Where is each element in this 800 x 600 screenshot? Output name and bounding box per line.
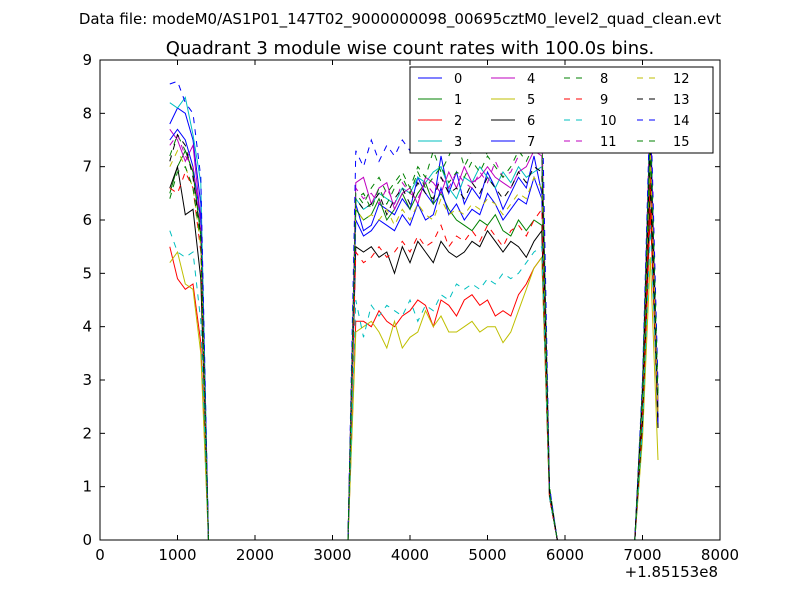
legend-label-13: 13 — [673, 93, 690, 108]
legend-label-12: 12 — [673, 72, 690, 87]
x-tick-label: 8000 — [701, 546, 739, 564]
series-line-2 — [169, 209, 659, 541]
x-tick-label: 5000 — [468, 546, 506, 564]
legend-label-7: 7 — [527, 135, 535, 150]
series-line-9 — [169, 170, 659, 541]
legend-label-0: 0 — [454, 72, 462, 87]
y-tick-label: 6 — [82, 211, 92, 229]
y-tick-label: 3 — [82, 371, 92, 389]
legend-label-10: 10 — [600, 114, 617, 129]
x-tick-label: 4000 — [391, 546, 429, 564]
legend-label-1: 1 — [454, 93, 462, 108]
y-tick-label: 8 — [82, 104, 92, 122]
x-tick-label: 7000 — [623, 546, 661, 564]
legend-label-2: 2 — [454, 114, 462, 129]
legend-label-3: 3 — [454, 135, 462, 150]
series-line-0 — [169, 107, 659, 541]
y-tick-label: 7 — [82, 158, 92, 176]
y-tick-label: 4 — [82, 318, 92, 336]
legend-label-15: 15 — [673, 135, 690, 150]
series-line-1 — [169, 149, 659, 541]
y-tick-label: 9 — [82, 51, 92, 69]
legend-label-5: 5 — [527, 93, 535, 108]
series-line-13 — [169, 133, 659, 541]
series-line-11 — [169, 102, 659, 541]
legend-frame — [409, 66, 714, 154]
x-tick-label: 0 — [95, 546, 105, 564]
series-line-12 — [169, 149, 659, 541]
y-tick-label: 1 — [82, 478, 92, 496]
axis-ticks: 0 1000 2000 3000 4000 5000 6000 7000 80000123456… — [82, 51, 739, 564]
y-tick-label: 0 — [82, 531, 92, 549]
x-tick-label: 2000 — [236, 546, 274, 564]
series-line-10 — [169, 225, 659, 541]
x-tick-label: 3000 — [313, 546, 351, 564]
legend-label-6: 6 — [527, 114, 535, 129]
series-line-6 — [169, 164, 659, 541]
series-line-8 — [169, 113, 659, 541]
y-tick-label: 2 — [82, 424, 92, 442]
x-tick-label: 1000 — [158, 546, 196, 564]
chart-title: Quadrant 3 module wise count rates with … — [166, 38, 655, 59]
series-line-5 — [169, 250, 659, 541]
legend-label-8: 8 — [600, 72, 608, 87]
figure-suptitle: Data file: modeM0/AS1P01_147T02_90000000… — [79, 10, 721, 29]
series-line-3 — [169, 96, 659, 541]
x-tick-label: 6000 — [546, 546, 584, 564]
legend-label-4: 4 — [527, 72, 535, 87]
x-offset-label: +1.85153e8 — [625, 563, 718, 581]
legend-label-14: 14 — [673, 114, 690, 129]
legend-label-11: 11 — [600, 135, 617, 150]
legend-label-9: 9 — [600, 93, 608, 108]
y-tick-label: 5 — [82, 264, 92, 282]
